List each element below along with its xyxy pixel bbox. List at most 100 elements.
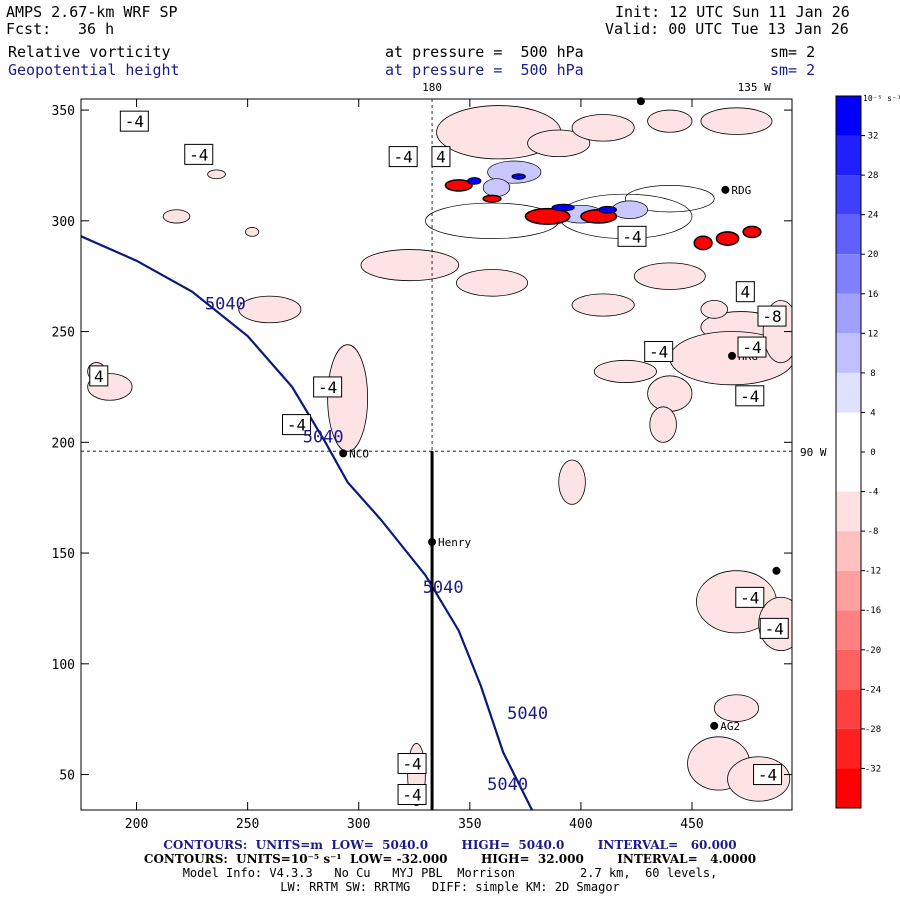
vorticity-contour-label: -4 [740,588,759,607]
vorticity-contour-label: 4 [94,367,104,386]
footer-physics-info: LW: RRTM SW: RRTMG DIFF: simple KM: 2D S… [280,880,620,894]
negative-vorticity-patch [633,262,706,290]
negative-vorticity-patch [700,300,728,319]
colorbar-tick-label: -12 [865,567,881,577]
strong-positive-vorticity-core [467,177,482,185]
height-contour-label: 5040 [423,578,464,598]
vorticity-label-box [431,146,451,168]
vorticity-contour-label: -4 [287,416,306,435]
vorticity-contour-label: -4 [649,343,668,362]
vorticity-contour-label: -4 [189,145,208,164]
model-title: AMPS 2.67-km WRF SP [6,3,178,21]
x-tick-label: 200 [125,817,148,832]
forecast-hours: 36 h [78,20,115,38]
colorbar-tick-label: 8 [870,369,875,379]
colorbar-segment [836,531,861,571]
field2-smoothing: sm= 2 [770,61,816,79]
strong-negative-vorticity-core [693,235,713,251]
plot-background [81,99,792,810]
vorticity-label-box [184,143,214,165]
vorticity-label-box [757,305,787,327]
vorticity-contour-label: -4 [758,766,777,785]
vorticity-label-box [388,146,418,168]
colorbar-tick-label: -24 [865,685,881,695]
colorbar-tick-label: -28 [865,725,881,735]
vorticity-contour-label: -4 [622,227,641,246]
colorbar-segment [836,570,861,611]
meridian-label: 135 W [738,81,771,94]
strong-negative-vorticity-core [742,225,762,239]
height-contour-label: 5040 [507,704,548,724]
vorticity-contour-label: -4 [402,785,421,804]
y-tick-label: 250 [52,326,75,341]
station-marker [428,537,437,546]
vorticity-label-box [735,281,755,303]
vorticity-label-box [282,414,312,436]
colorbar-tick-label: -20 [865,646,881,656]
colorbar-segment [836,135,861,176]
negative-vorticity-patch [238,295,302,324]
vorticity-label-box [397,783,427,805]
colorbar-segment [836,728,861,769]
colorbar-segment [836,689,861,729]
negative-vorticity-patch [649,406,677,443]
colorbar-segment [836,412,861,452]
colorbar-segment [836,452,861,492]
x-tick-label: 250 [236,817,259,832]
strong-negative-vorticity-core [444,179,473,192]
field2-name: Geopotential height [8,61,180,79]
vorticity-label-box [397,752,427,774]
negative-vorticity-patch [527,129,591,158]
colorbar-tick-label: -8 [868,527,879,537]
station-marker [728,351,737,360]
negative-vorticity-patch [647,109,693,133]
colorbar-segment [836,491,861,532]
meridian-label: 90 W [800,446,827,459]
height-contour-label: 5040 [205,294,246,314]
colorbar-segment [836,768,861,808]
strong-positive-vorticity-core [598,205,617,214]
negative-vorticity-patch [162,209,191,224]
negative-vorticity-patch [713,694,760,722]
vorticity-contour-label: -4 [125,112,144,131]
colorbar-tick-label: -16 [865,606,881,616]
colorbar-segment [836,293,861,334]
vorticity-contour-label: 4 [741,283,751,302]
valid-time: Valid: 00 UTC Tue 13 Jan 26 [605,20,849,38]
colorbar-tick-label: 24 [868,211,879,221]
field1-level: at pressure = 500 hPa [385,43,584,61]
positive-vorticity-patch [482,178,511,197]
vorticity-contour-label: -4 [740,387,759,406]
vorticity-label-box [644,341,674,363]
positive-vorticity-patch [487,160,542,184]
negative-vorticity-patch [207,169,226,180]
colorbar-segment [836,96,861,136]
negative-vorticity-patch [647,375,693,412]
x-tick-label: 400 [569,817,592,832]
negative-vorticity-patch [456,269,528,297]
colorbar-segment [836,372,861,413]
x-tick-label: 450 [680,817,703,832]
station-marker [710,721,719,730]
y-tick-label: 350 [52,104,75,119]
station-label: RDG [731,184,751,197]
station-label: Henry [438,536,471,549]
colorbar-segment [836,649,861,690]
colorbar-segment [836,254,861,294]
vorticity-contour-label: -4 [318,378,337,397]
colorbar-tick-label: 12 [868,329,879,339]
negative-vorticity-patch [593,359,657,383]
vorticity-label-box [737,336,767,358]
field1-name: Relative vorticity [8,43,171,61]
vorticity-contour-label: 4 [436,148,446,167]
negative-vorticity-patch [245,227,260,237]
y-tick-label: 150 [52,547,75,562]
negative-vorticity-patch [558,459,586,505]
colorbar-tick-label: 28 [868,171,879,181]
colorbar-tick-label: 4 [870,408,875,418]
vorticity-label-box [119,110,149,132]
station-marker [772,566,781,575]
colorbar-tick-label: 20 [868,250,879,260]
negative-vorticity-patch [360,249,460,282]
vorticity-contour [625,184,715,213]
